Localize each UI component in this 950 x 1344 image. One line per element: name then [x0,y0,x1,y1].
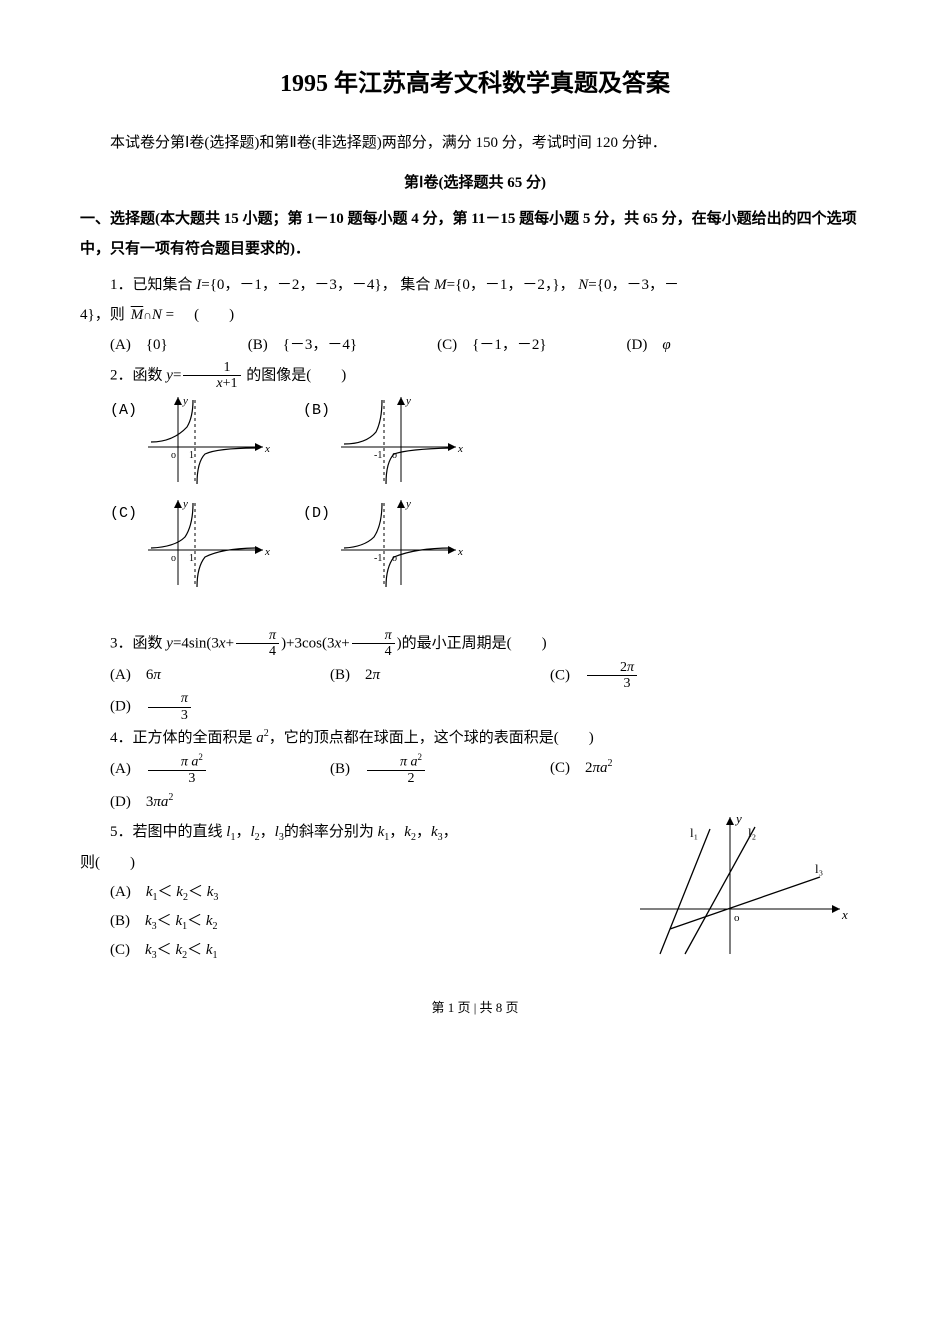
q1-lead: 1．已知集合 [110,277,196,293]
svg-text:o: o [171,553,176,564]
q1-N: N={0，－3，－ [578,277,679,293]
svg-text:x: x [457,546,463,558]
exam-intro: 本试卷分第Ⅰ卷(选择题)和第Ⅱ卷(非选择题)两部分，满分 150 分，考试时间 … [80,128,870,158]
svg-text:x: x [264,546,270,558]
q2-label-d: (D) [303,495,330,529]
q1-I: ={0，－1，－2，－3，－4}， [201,277,396,293]
q2-graph-a: x y o 1 [143,392,273,487]
svg-text:-1: -1 [374,450,382,461]
question-3: 3．函数 y=4sin(3x+π4)+3cos(3x+π4)的最小正周期是( )… [80,628,870,723]
q2-label-a: (A) [110,392,137,426]
svg-text:-1: -1 [374,553,382,564]
page-title: 1995 年江苏高考文科数学真题及答案 [80,60,870,108]
q4-opt-d: (D) 3πa2 [80,787,173,817]
q2-graphs-row1: (A) x y o 1 (B) x [110,392,870,487]
svg-text:y: y [405,395,411,407]
q2-label-c: (C) [110,495,137,529]
svg-text:y: y [734,811,742,826]
q1-opt-c: (C) {－1，－2} [407,330,546,360]
q5-figure: x y o l₁ l₂ l₃ [630,809,850,959]
svg-text:l₁: l₁ [690,825,698,840]
svg-text:y: y [405,498,411,510]
svg-text:o: o [171,450,176,461]
q2-graph-d: x y o -1 [336,495,466,590]
question-1: 1．已知集合 I={0，－1，－2，－3，－4}， 集合 M={0，－1，－2，… [80,270,870,360]
svg-text:x: x [264,443,270,455]
q4-opt-a: (A) π a23 [80,753,250,786]
section-1-header: 第Ⅰ卷(选择题共 65 分) [80,168,870,198]
question-5: 5．若图中的直线 l1，l2，l3的斜率分别为 k1，k2，k3， 则( ) (… [80,817,870,965]
q1-paren: ( ) [194,300,234,330]
q1-expr: M [131,307,144,323]
q3-opt-a: (A) 6π [80,660,250,692]
q1-opt-d: (D) φ [597,330,671,360]
q3-lead: 3．函数 [110,635,166,651]
q4-options: (A) π a23 (B) π a22 (C) 2πa2 (D) 3πa2 [80,753,870,816]
q2-graph-b: x y o -1 [336,392,466,487]
question-2: 2．函数 y=1x+1 的图像是( ) (A) x y o 1 (B) [80,360,870,590]
part-1-header: 一、选择题(本大题共 15 小题；第 1－10 题每小题 4 分，第 11－15… [80,204,870,264]
svg-text:l₂: l₂ [748,825,756,840]
q4-opt-c: (C) 2πa2 [520,753,690,786]
q2-graphs-row2: (C) x y o 1 (D) x [110,495,870,590]
q1-opt-a: (A) {0} [80,330,168,360]
svg-text:x: x [841,907,848,922]
svg-text:y: y [182,498,188,510]
q3-opt-c: (C) 2π3 [520,660,690,692]
svg-text:1: 1 [189,553,194,564]
q3-opt-b: (B) 2π [300,660,470,692]
q2-tail: 的图像是( ) [246,367,346,383]
q3-options: (A) 6π (B) 2π (C) 2π3 (D) π3 [80,660,870,724]
q2-label-b: (B) [303,392,330,426]
q1-M: 集合 M={0，－1，－2，}， [400,277,574,293]
q3-opt-d: (D) π3 [80,691,193,723]
svg-text:y: y [182,395,188,407]
question-4: 4．正方体的全面积是 a2，它的顶点都在球面上，这个球的表面积是( ) (A) … [80,723,870,816]
q1-tail: 4}，则 [80,300,125,330]
q2-lead: 2．函数 [110,367,166,383]
svg-text:o: o [734,912,740,924]
q1-opt-b: (B) {－3，－4} [218,330,357,360]
svg-text:x: x [457,443,463,455]
q4-opt-b: (B) π a22 [300,753,470,786]
q2-graph-c: x y o 1 [143,495,273,590]
svg-text:1: 1 [189,450,194,461]
svg-text:l₃: l₃ [815,861,823,876]
q1-options: (A) {0} (B) {－3，－4} (C) {－1，－2} (D) φ [80,330,870,360]
page-footer: 第 1 页 | 共 8 页 [80,995,870,1021]
